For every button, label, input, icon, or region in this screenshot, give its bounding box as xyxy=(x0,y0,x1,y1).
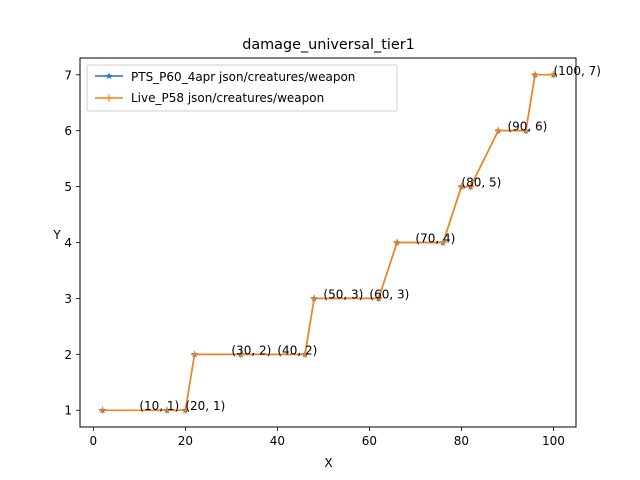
data-point xyxy=(191,350,199,358)
data-point xyxy=(522,127,530,135)
x-tick-label: 40 xyxy=(270,434,285,448)
data-label: (60, 3) xyxy=(369,287,409,301)
y-axis-label: Y xyxy=(52,228,61,242)
data-point xyxy=(163,406,171,414)
data-point xyxy=(375,294,383,302)
x-tick-label: 20 xyxy=(178,434,193,448)
x-axis-label: X xyxy=(324,456,332,470)
data-label: (70, 4) xyxy=(415,232,455,246)
series-2 xyxy=(99,71,557,414)
y-axis: 1 2 3 4 5 6 7 xyxy=(64,68,80,418)
legend: PTS_P60_4apr json/creatures/weapon Live_… xyxy=(86,64,398,112)
data-point xyxy=(467,183,475,191)
data-point xyxy=(439,239,447,246)
data-point xyxy=(549,71,557,79)
data-label: (10, 1) xyxy=(139,399,179,413)
x-axis: 0 20 40 60 80 100 xyxy=(90,427,565,448)
y-tick-label: 5 xyxy=(64,180,72,194)
data-label: (80, 5) xyxy=(461,176,501,190)
y-tick-label: 4 xyxy=(64,236,72,250)
series-1 xyxy=(98,70,558,414)
legend-marker-2 xyxy=(105,94,113,102)
data-label: (20, 1) xyxy=(185,399,225,413)
axes-frame xyxy=(79,57,577,428)
y-tick-label: 6 xyxy=(64,124,72,138)
plot-area: (10, 1) (20, 1) (30, 2) (40, 2) (50, 3) (60, … xyxy=(98,64,601,414)
data-point xyxy=(99,406,107,414)
x-tick-label: 100 xyxy=(542,434,565,448)
y-tick-label: 1 xyxy=(64,404,72,418)
data-label: (90, 6) xyxy=(507,120,547,134)
data-point xyxy=(237,350,245,358)
series-line xyxy=(102,74,554,411)
data-point xyxy=(181,406,189,414)
data-label: (40, 2) xyxy=(277,343,317,357)
series-line xyxy=(102,74,554,411)
legend-box xyxy=(86,64,398,112)
x-tick-label: 60 xyxy=(362,434,377,448)
legend-marker-1 xyxy=(105,72,113,80)
x-tick-label: 80 xyxy=(454,434,469,448)
legend-label-1: PTS_P60_4apr json/creatures/weapon xyxy=(131,70,355,84)
data-point xyxy=(457,183,465,191)
data-label: (100, 7) xyxy=(553,64,601,78)
chart-title: damage_universal_tier1 xyxy=(242,37,415,53)
data-label: (30, 2) xyxy=(231,343,271,357)
data-point xyxy=(494,127,502,135)
data-label: (50, 3) xyxy=(323,287,363,301)
y-tick-label: 2 xyxy=(64,348,72,362)
y-tick-label: 7 xyxy=(64,68,72,82)
data-point xyxy=(393,239,401,246)
y-tick-label: 3 xyxy=(64,292,72,306)
legend-label-2: Live_P58 json/creatures/weapon xyxy=(131,91,324,105)
data-point xyxy=(310,294,318,302)
data-point xyxy=(301,350,309,358)
x-tick-label: 0 xyxy=(90,434,98,448)
data-point xyxy=(531,71,539,79)
